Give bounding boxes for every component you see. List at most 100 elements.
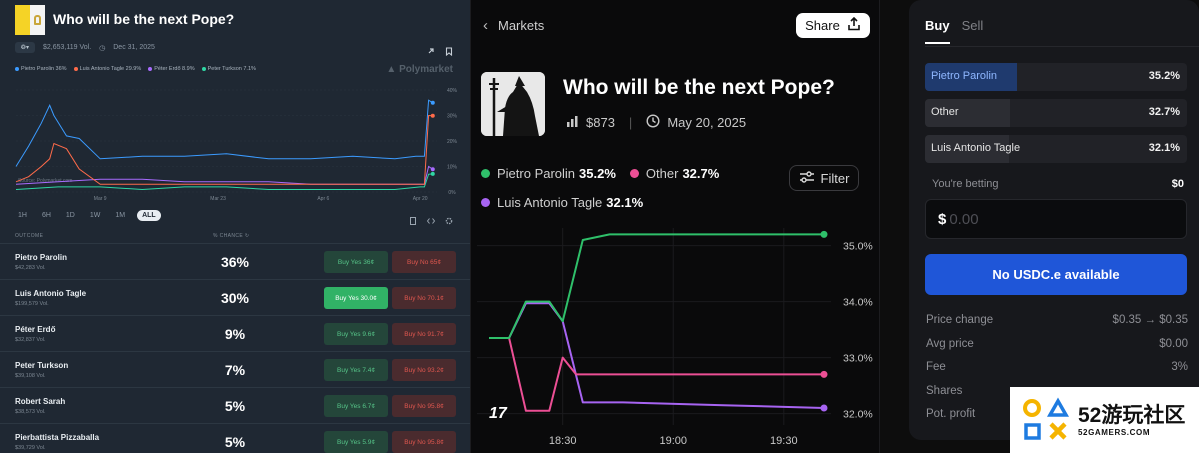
legend-item[interactable]: Pietro Parolin 35.2% xyxy=(481,166,616,181)
buy-no-button[interactable]: Buy No 91.7¢ xyxy=(392,323,456,345)
chart-tool-icons xyxy=(409,212,453,225)
share-label: Share xyxy=(805,18,840,33)
outcome-header: OUTCOME xyxy=(15,233,44,239)
bookmark-icon[interactable] xyxy=(445,43,453,57)
no-usdc-button[interactable]: No USDC.e available xyxy=(925,254,1187,295)
outcome-row[interactable]: Pietro Parolin $42,283 Vol. 36% Buy Yes 36¢… xyxy=(0,243,470,279)
buy-yes-button[interactable]: Buy Yes 9.6¢ xyxy=(324,323,388,345)
legend-value: 32.1% xyxy=(606,195,644,210)
option-label: Pietro Parolin xyxy=(931,70,998,82)
series-line xyxy=(15,114,433,185)
buy-no-button[interactable]: Buy No 95.8¢ xyxy=(392,431,456,453)
series-end-point xyxy=(820,404,828,412)
share-button[interactable]: Share xyxy=(796,13,870,38)
outcome-row[interactable]: Robert Sarah $38,573 Vol. 5% Buy Yes 6.7¢ Bu… xyxy=(0,387,470,423)
outcome-table-header: OUTCOME % CHANCE ↻ xyxy=(15,233,455,239)
y-tick-label: 40% xyxy=(447,88,458,94)
filter-icon xyxy=(799,170,815,186)
chevron-left-icon: ‹ xyxy=(483,17,488,34)
series-line xyxy=(15,99,434,167)
outcome-volume: $39,729 Vol. xyxy=(15,445,46,451)
watermark-domain: 52GAMERS.COM xyxy=(1078,427,1151,437)
trade-panel: Buy Sell Pietro Parolin 35.2% Other 32.7% Lu… xyxy=(881,0,1199,453)
buy-yes-button[interactable]: Buy Yes 30.0¢ xyxy=(324,287,388,309)
legend-item[interactable]: Luis Antonio Tagle 32.1% xyxy=(481,195,643,210)
range-tab-1h[interactable]: 1H xyxy=(18,212,27,219)
summary-label: Shares xyxy=(926,384,963,397)
legend-item: Luis Antonio Tagle 29.9% xyxy=(73,66,141,72)
legend-label: Péter Erdő 8.9% xyxy=(154,66,195,72)
watermark-logo-icon xyxy=(1023,397,1070,440)
buy-no-button[interactable]: Buy No 65¢ xyxy=(392,251,456,273)
vatican-flag-icon xyxy=(15,5,45,35)
x-tick-label: 19:00 xyxy=(659,435,687,447)
document-icon[interactable] xyxy=(409,212,417,225)
outcome-row[interactable]: Péter Erdő $32,837 Vol. 9% Buy Yes 9.6¢ Buy … xyxy=(0,315,470,351)
share-icon xyxy=(847,16,861,34)
end-date-value: May 20, 2025 xyxy=(667,115,747,130)
summary-value: $0.00 xyxy=(1159,337,1188,350)
legend-name: Other xyxy=(645,166,679,181)
range-tab-1d[interactable]: 1D xyxy=(65,212,75,219)
outcome-option[interactable]: Pietro Parolin 35.2% xyxy=(925,63,1187,91)
chance-header[interactable]: % CHANCE ↻ xyxy=(213,233,250,239)
option-label: Other xyxy=(931,106,959,118)
buy-yes-button[interactable]: Buy Yes 7.4¢ xyxy=(324,359,388,381)
outcome-row[interactable]: Luis Antonio Tagle $199,579 Vol. 30% Buy Ye… xyxy=(0,279,470,315)
tab-sell[interactable]: Sell xyxy=(961,18,984,33)
polymarket-logo: ▲ Polymarket xyxy=(386,64,453,75)
volume-text: $2,653,119 Vol. xyxy=(43,44,92,51)
market-meta: ❂▾ $2,653,119 Vol. ◷ Dec 31, 2025 xyxy=(15,42,155,53)
range-tab-1w[interactable]: 1W xyxy=(89,212,101,219)
settings-icon[interactable] xyxy=(445,212,453,225)
amount-input[interactable]: $ 0.00 xyxy=(925,199,1187,239)
outcome-row[interactable]: Peter Turkson $39,108 Vol. 7% Buy Yes 7.4¢ B… xyxy=(0,351,470,387)
legend-label: Pietro Parolin 36% xyxy=(21,66,67,72)
trade-tabs: Buy Sell xyxy=(925,18,983,44)
summary-value: 3% xyxy=(1171,361,1188,373)
price-chart: 35.0% 34.0% 33.0% 32.0% 18:30 19:00 19:30 17 xyxy=(477,228,873,447)
range-tab-6h[interactable]: 6H xyxy=(41,212,51,219)
summary-label: Price change xyxy=(926,314,994,326)
watermark-number: 52 xyxy=(1078,403,1102,427)
clock-icon xyxy=(646,114,660,131)
outcome-name: Péter Erdő xyxy=(15,325,56,334)
legend-label: Peter Turkson 7.1% xyxy=(207,66,256,72)
buy-no-button[interactable]: Buy No 70.1¢ xyxy=(392,287,456,309)
brand-name: Polymarket xyxy=(399,64,453,75)
market-tools xyxy=(427,43,453,57)
x-tick-label: Mar 9 xyxy=(94,196,107,202)
back-label: Markets xyxy=(498,18,545,33)
buy-yes-button[interactable]: Buy Yes 6.7¢ xyxy=(324,395,388,417)
outcome-volume: $38,573 Vol. xyxy=(15,409,46,415)
outcome-option[interactable]: Luis Antonio Tagle 32.1% xyxy=(925,135,1187,163)
legend-item: Pietro Parolin 36% xyxy=(15,66,67,72)
tab-buy[interactable]: Buy xyxy=(925,18,950,44)
buy-no-button[interactable]: Buy No 93.2¢ xyxy=(392,359,456,381)
code-icon[interactable] xyxy=(426,212,436,224)
filter-button[interactable]: Filter xyxy=(789,165,859,191)
legend-name: Luis Antonio Tagle xyxy=(497,195,603,210)
chart-source-label: Source: Polymarket.com xyxy=(18,178,72,184)
back-to-markets[interactable]: ‹ Markets xyxy=(483,17,544,34)
option-label: Luis Antonio Tagle xyxy=(931,142,1021,154)
outcome-row[interactable]: Pierbattista Pizzaballa $39,729 Vol. 5% Buy… xyxy=(0,423,470,453)
buy-no-button[interactable]: Buy No 95.8¢ xyxy=(392,395,456,417)
price-history-chart: 0% 10% 20% 30% 40% Mar 9 Mar 23 Apr 6 Apr 20 Sour… xyxy=(15,88,458,202)
range-tab-1m[interactable]: 1M xyxy=(115,212,126,219)
outcome-option[interactable]: Other 32.7% xyxy=(925,99,1187,127)
y-tick-label: 10% xyxy=(447,165,458,171)
buy-yes-button[interactable]: Buy Yes 36¢ xyxy=(324,251,388,273)
filter-label: Filter xyxy=(820,170,850,186)
outcome-volume: $32,837 Vol. xyxy=(15,337,46,343)
y-tick-label: 34.0% xyxy=(843,297,873,309)
range-tab-all[interactable]: ALL xyxy=(137,210,161,221)
summary-label: Pot. profit xyxy=(926,408,976,420)
category-badge[interactable]: ❂▾ xyxy=(15,42,35,53)
buy-yes-button[interactable]: Buy Yes 5.9¢ xyxy=(324,431,388,453)
legend-value: 35.2% xyxy=(579,166,616,181)
legend-item: Peter Turkson 7.1% xyxy=(201,66,256,72)
link-icon[interactable] xyxy=(427,43,435,54)
option-percent: 35.2% xyxy=(1148,70,1180,82)
legend-item[interactable]: Other 32.7% xyxy=(629,166,719,181)
